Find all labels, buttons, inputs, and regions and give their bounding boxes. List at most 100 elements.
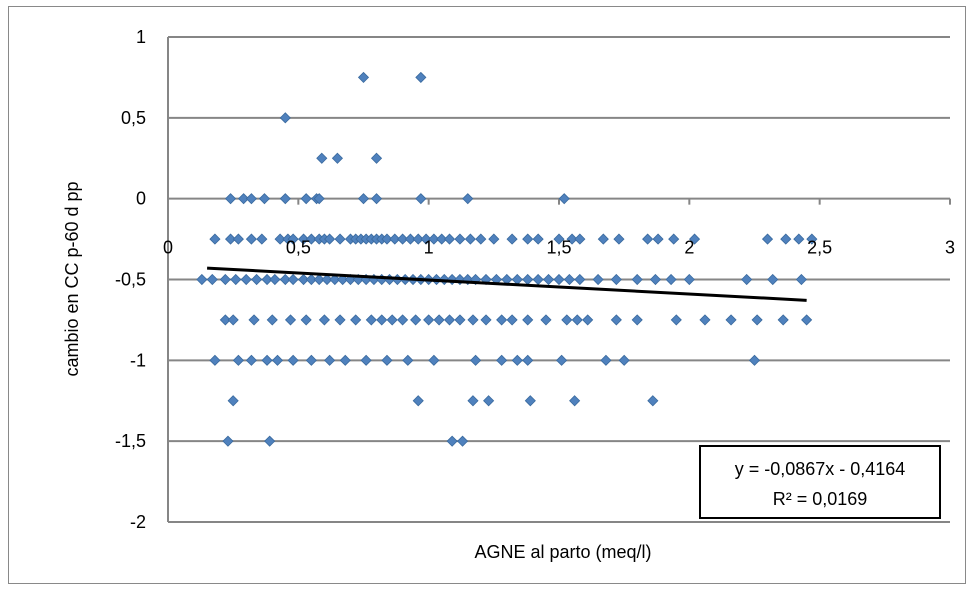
data-point (245, 233, 257, 245)
data-point (334, 233, 346, 245)
equation-text: y = -0,0867x - 0,4164 (735, 459, 906, 479)
data-point (631, 273, 643, 286)
data-point (305, 233, 317, 245)
data-point (480, 314, 492, 326)
data-point (232, 354, 244, 366)
y-tick-label: 0,5 (121, 108, 146, 128)
data-point (688, 233, 701, 245)
data-point (456, 435, 469, 447)
data-point (571, 314, 583, 326)
data-point (423, 314, 435, 326)
y-axis-title: cambio en CC p-60 d pp (62, 181, 82, 376)
data-point (415, 193, 427, 205)
data-point (274, 233, 286, 245)
y-tick-label: 1 (136, 27, 146, 47)
equation-box: y = -0,0867x - 0,4164 R² = 0,0169 (699, 445, 941, 519)
data-point (496, 354, 508, 366)
data-point (642, 233, 654, 245)
data-point (563, 273, 575, 286)
data-point (543, 273, 555, 286)
y-tick-label: -1 (130, 350, 146, 370)
data-point (470, 354, 482, 366)
data-point (462, 193, 474, 205)
data-point (412, 233, 424, 245)
data-point (582, 314, 594, 326)
data-point (467, 395, 479, 407)
data-point (287, 233, 299, 245)
data-point (284, 314, 297, 326)
data-point (610, 273, 622, 286)
data-point (209, 233, 221, 245)
data-point (316, 152, 328, 164)
data-point (569, 395, 581, 407)
data-point (248, 314, 260, 326)
data-point (318, 314, 330, 326)
data-point (334, 314, 346, 326)
data-point (300, 314, 312, 326)
data-point (475, 233, 487, 245)
data-point (553, 273, 565, 286)
data-point (370, 152, 383, 164)
y-tick-label: -1,5 (115, 431, 146, 451)
data-point (454, 233, 466, 245)
data-point (801, 314, 813, 326)
data-point (597, 233, 609, 245)
data-point (279, 193, 291, 205)
data-point (287, 273, 299, 286)
data-point (488, 233, 500, 245)
data-point (793, 233, 805, 245)
data-point (436, 233, 448, 245)
y-tick-label: -2 (130, 512, 146, 532)
data-point (777, 314, 789, 326)
data-point (329, 273, 341, 286)
data-point (600, 354, 612, 366)
x-tick-label: 2,5 (807, 238, 832, 258)
data-point (209, 354, 221, 366)
data-point (433, 314, 445, 326)
data-point (261, 273, 273, 286)
data-point (496, 314, 508, 326)
data-point (558, 193, 570, 205)
data-point (631, 314, 643, 326)
data-point (360, 354, 372, 366)
data-point (506, 314, 518, 326)
data-point (313, 273, 325, 286)
data-point (610, 314, 622, 326)
data-point (767, 273, 779, 286)
data-point (795, 273, 807, 286)
data-point (376, 314, 388, 326)
x-tick-label: 1,5 (546, 238, 571, 258)
data-point (522, 354, 534, 366)
data-point (365, 314, 377, 326)
trendline (207, 266, 807, 302)
data-point (649, 273, 662, 286)
data-point (553, 233, 565, 245)
data-point (227, 314, 239, 326)
data-point (522, 314, 534, 326)
data-point (357, 71, 370, 83)
data-point (443, 314, 456, 326)
data-point (618, 354, 630, 366)
data-point (464, 233, 476, 245)
data-point (261, 354, 273, 366)
x-tick-label: 0 (163, 238, 173, 258)
data-point (305, 273, 317, 286)
data-point (297, 233, 310, 245)
data-point (511, 273, 523, 286)
data-point (668, 233, 680, 245)
data-point (389, 233, 401, 245)
data-point (613, 233, 625, 245)
data-point (574, 273, 586, 286)
data-point (412, 395, 424, 407)
data-point (397, 314, 409, 326)
data-point (258, 193, 271, 205)
data-point (404, 233, 416, 245)
data-point (511, 354, 523, 366)
data-point (670, 314, 682, 326)
x-tick-label: 3 (945, 238, 955, 258)
data-point (227, 395, 239, 407)
data-point (219, 273, 231, 286)
data-point (256, 233, 268, 245)
data-point (524, 395, 536, 407)
